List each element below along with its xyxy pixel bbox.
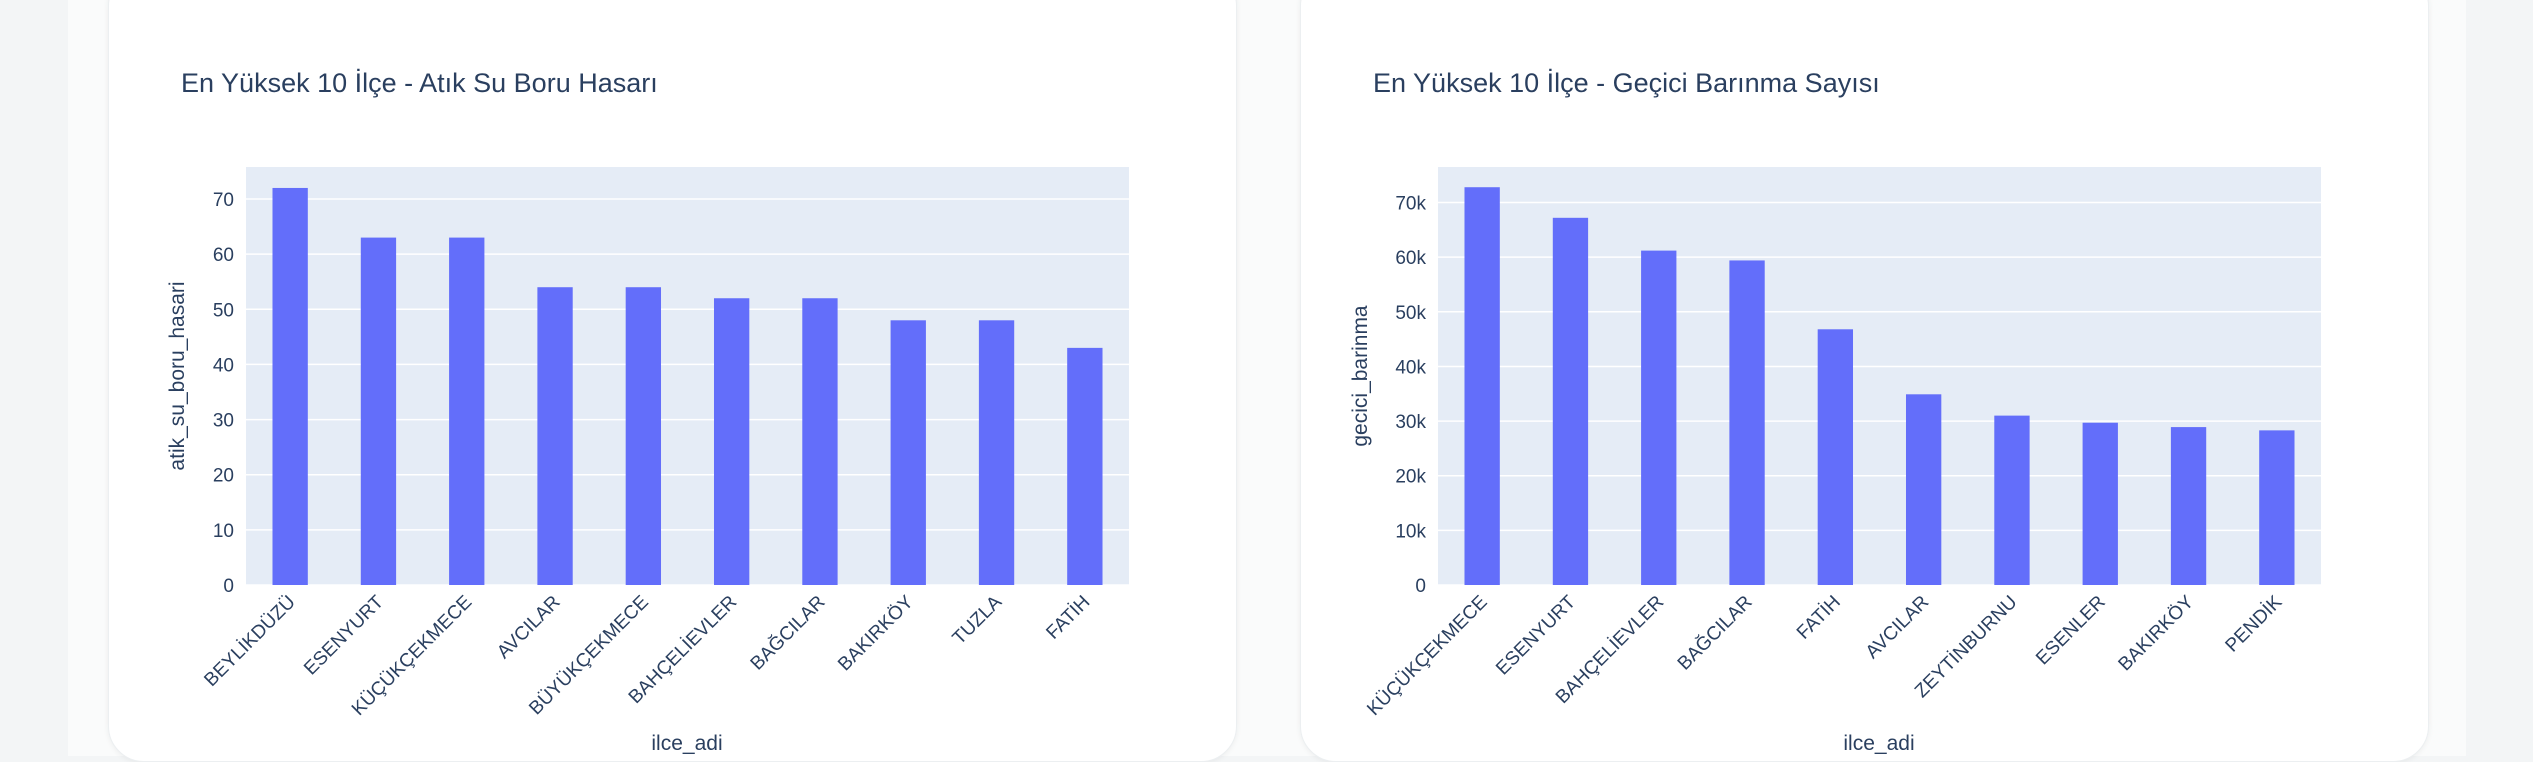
y-tick-label: 0 [1415,576,1426,597]
bar [537,287,573,585]
bar [1464,187,1500,586]
chart-title: En Yüksek 10 İlçe - Atık Su Boru Hasarı [181,67,658,98]
y-tick-label: 20 [213,466,234,487]
x-tick-label: AVCILAR [1862,592,1933,663]
bar [978,320,1015,585]
x-axis-title: ilce_adi [651,732,722,755]
bar [360,237,397,585]
bar [1729,260,1765,585]
bar [1552,217,1589,586]
y-tick-label: 70k [1395,194,1426,215]
bar [272,187,308,585]
x-tick-label: KÜÇÜKÇEKMECE [1363,592,1491,720]
y-tick-label: 50 [213,300,234,321]
x-tick-label: PENDİK [2222,591,2287,656]
bar [625,287,662,585]
bar [1641,250,1677,585]
bar [2082,422,2118,585]
bar [1067,347,1103,585]
bar [713,298,750,585]
y-tick-label: 70 [213,190,234,211]
y-tick-label: 10k [1395,521,1426,542]
plot-area: 0 10k 20k 30k 40k 50k 60k 70k KÜÇÜKÇEKMECE ESENYU… [1363,167,2321,720]
bar [1817,329,1854,585]
bar [2259,430,2295,585]
y-tick-label: 50k [1395,303,1426,324]
x-tick-label: BAKIRKÖY [2115,591,2199,675]
y-tick-label: 20k [1395,467,1426,488]
y-tick-label: 0 [223,576,234,597]
y-tick-label: 40k [1395,357,1426,378]
chart-title: En Yüksek 10 İlçe - Geçici Barınma Sayıs… [1373,67,1880,98]
bar [1905,394,1942,585]
y-tick-label: 10 [213,521,234,542]
x-tick-label: ESENYURT [1492,591,1580,679]
y-tick-label: 60k [1395,248,1426,269]
bar [890,320,926,585]
x-tick-label: FATİH [1793,592,1845,644]
x-axis-title: ilce_adi [1843,732,1914,755]
y-tick-label: 30k [1395,412,1426,433]
y-tick-label: 40 [213,355,234,376]
bar [2170,427,2207,585]
x-tick-label: BAĞCILAR [1673,591,1757,675]
y-axis-title: atik_su_boru_hasari [166,281,189,470]
y-tick-label: 30 [213,411,234,432]
x-tick-label: ESENLER [2032,592,2110,670]
y-axis-title: gecici_barinma [1349,305,1372,447]
bar [1994,415,2030,585]
bar [449,237,485,585]
y-tick-label: 60 [213,245,234,266]
bar [802,298,838,585]
